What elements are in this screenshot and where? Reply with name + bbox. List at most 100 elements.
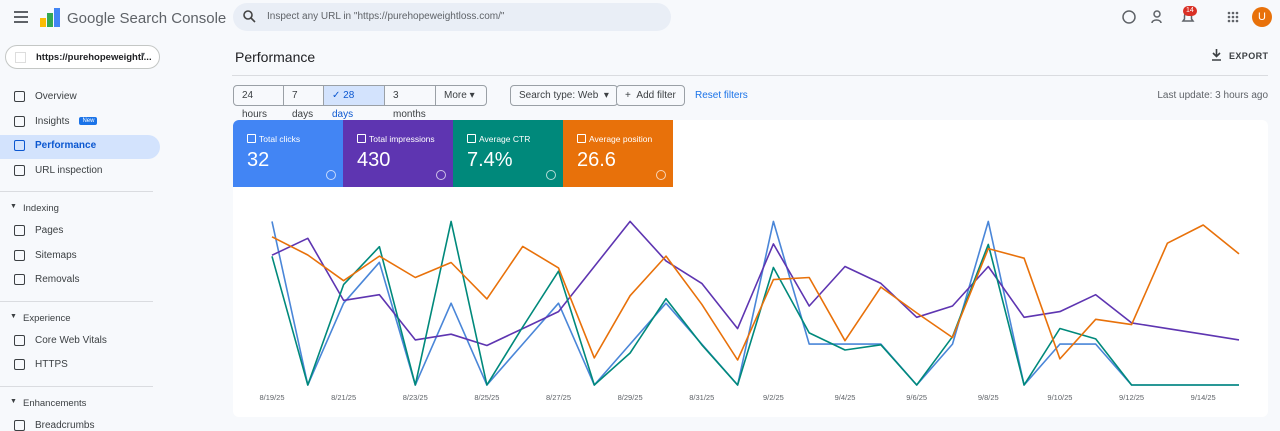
section-arrow: ▼ bbox=[10, 203, 17, 210]
nav-label: Pages bbox=[35, 225, 64, 236]
help-icon bbox=[326, 170, 336, 180]
x-tick-label: 8/31/25 bbox=[689, 393, 714, 402]
nav-label: Insights bbox=[35, 115, 70, 127]
add-filter-label: Add filter bbox=[636, 90, 676, 101]
x-tick-label: 9/12/25 bbox=[1119, 393, 1144, 402]
nav-divider bbox=[0, 300, 153, 302]
metric-checkbox bbox=[357, 134, 366, 143]
nav-item[interactable]: Pages bbox=[14, 225, 63, 236]
help-icon bbox=[546, 170, 556, 180]
nav-icon bbox=[14, 140, 25, 151]
nav-section[interactable]: Experience bbox=[23, 312, 71, 324]
users-icon[interactable] bbox=[1151, 10, 1165, 24]
x-tick-label: 8/19/25 bbox=[259, 393, 284, 402]
nav-section[interactable]: Enhancements bbox=[23, 397, 87, 409]
dropdown-arrow: ▾ bbox=[141, 50, 146, 59]
nav-label: HTTPS bbox=[35, 359, 68, 370]
nav-divider bbox=[0, 385, 153, 387]
property-selector[interactable] bbox=[5, 45, 160, 69]
date-filter[interactable]: More ▾ bbox=[435, 85, 487, 106]
search-type-filter[interactable]: Search type: Web ▾ bbox=[510, 85, 618, 106]
logo bbox=[40, 8, 60, 27]
nav-badge: New bbox=[79, 117, 98, 125]
x-tick-label: 9/6/25 bbox=[906, 393, 927, 402]
reset-filters[interactable]: Reset filters bbox=[695, 90, 748, 101]
nav-highlight bbox=[0, 135, 160, 159]
date-filter-label: More bbox=[444, 90, 467, 101]
product-name: Google Search Console bbox=[67, 10, 227, 27]
search-icon bbox=[243, 10, 256, 23]
nav-item[interactable]: Breadcrumbs bbox=[14, 419, 95, 431]
menu-icon[interactable] bbox=[14, 11, 28, 23]
metric-value: 32 bbox=[247, 149, 270, 171]
date-filter-label: 7 days bbox=[292, 90, 314, 120]
date-filter[interactable]: 3 months bbox=[384, 85, 436, 120]
nav-label: Performance bbox=[35, 140, 97, 151]
metric-label: Total clicks bbox=[259, 134, 301, 144]
metric-checkbox bbox=[577, 134, 586, 143]
series-line bbox=[271, 220, 1239, 386]
last-update: Last update: 3 hours ago bbox=[1157, 90, 1268, 101]
export-button[interactable]: EXPORT bbox=[1229, 51, 1269, 61]
x-tick-label: 8/23/25 bbox=[403, 393, 428, 402]
section-arrow: ▼ bbox=[10, 312, 17, 320]
x-tick-label: 8/25/25 bbox=[474, 393, 499, 402]
metric-value: 430 bbox=[357, 149, 391, 171]
date-filter[interactable]: 24 hours bbox=[233, 85, 284, 120]
nav-icon bbox=[14, 225, 25, 236]
nav-icon bbox=[14, 91, 25, 102]
download-icon bbox=[1212, 49, 1221, 61]
favicon bbox=[15, 52, 26, 63]
nav-item[interactable]: URL inspection bbox=[14, 164, 103, 176]
avatar[interactable]: U bbox=[1252, 7, 1272, 27]
nav-label: Core Web Vitals bbox=[35, 334, 107, 346]
nav-item[interactable]: Sitemaps bbox=[14, 249, 77, 261]
search-box[interactable] bbox=[233, 3, 671, 31]
nav-item[interactable]: Removals bbox=[14, 274, 79, 285]
x-tick-label: 9/2/25 bbox=[763, 393, 784, 402]
x-tick-label: 8/27/25 bbox=[546, 393, 571, 402]
date-filter-label: 24 hours bbox=[242, 90, 268, 120]
date-filter-label: 3 months bbox=[393, 90, 426, 120]
nav-item[interactable]: Core Web Vitals bbox=[14, 334, 107, 346]
nav-item[interactable]: Insights New bbox=[14, 115, 98, 127]
x-tick-label: 8/21/25 bbox=[331, 393, 356, 402]
nav-icon bbox=[14, 115, 25, 127]
date-filter-label: 28 days bbox=[332, 90, 355, 120]
nav-item[interactable]: Overview bbox=[14, 91, 77, 102]
chart: 8/19/25 8/21/25 8/23/25 8/25/25 8/27/25 8/29/… bbox=[259, 220, 1240, 402]
metric-card[interactable]: Total clicks 32 bbox=[233, 120, 343, 187]
nav-icon bbox=[14, 359, 25, 370]
property-url: https://purehopeweightl... bbox=[36, 52, 152, 63]
x-tick-label: 8/29/25 bbox=[618, 393, 643, 402]
nav-item[interactable]: HTTPS bbox=[14, 359, 68, 370]
page-title: Performance bbox=[235, 49, 316, 65]
nav-icon bbox=[14, 419, 25, 431]
nav-section[interactable]: Indexing bbox=[23, 203, 59, 214]
help-icon[interactable] bbox=[1122, 10, 1136, 24]
search-placeholder: Inspect any URL in "https://purehopeweig… bbox=[267, 11, 505, 22]
divider bbox=[232, 75, 1268, 76]
metric-card[interactable]: Total impressions 430 bbox=[343, 120, 453, 187]
metric-label: Average CTR bbox=[479, 134, 531, 144]
x-tick-label: 9/10/25 bbox=[1047, 393, 1072, 402]
metric-label: Average position bbox=[589, 134, 653, 144]
nav-label: Breadcrumbs bbox=[35, 419, 95, 431]
metric-checkbox bbox=[467, 134, 476, 143]
metric-card[interactable]: Average CTR 7.4% bbox=[453, 120, 563, 187]
apps-icon[interactable] bbox=[1227, 11, 1239, 23]
nav-icon bbox=[14, 164, 25, 176]
notification-count: 14 bbox=[1183, 6, 1197, 16]
metric-card[interactable]: Average position 26.6 bbox=[563, 120, 673, 187]
nav-icon bbox=[14, 249, 25, 261]
nav-label: Overview bbox=[35, 91, 77, 102]
date-filter[interactable]: ✓ 28 days bbox=[323, 85, 385, 120]
nav-label: Removals bbox=[35, 274, 80, 285]
metric-value: 26.6 bbox=[577, 149, 616, 171]
nav-item[interactable]: Performance bbox=[14, 140, 96, 151]
add-filter-button[interactable]: + Add filter bbox=[616, 85, 685, 106]
date-filter[interactable]: 7 days bbox=[283, 85, 324, 120]
help-icon bbox=[436, 170, 446, 180]
nav-label: URL inspection bbox=[35, 164, 103, 176]
metric-value: 7.4% bbox=[467, 149, 513, 171]
